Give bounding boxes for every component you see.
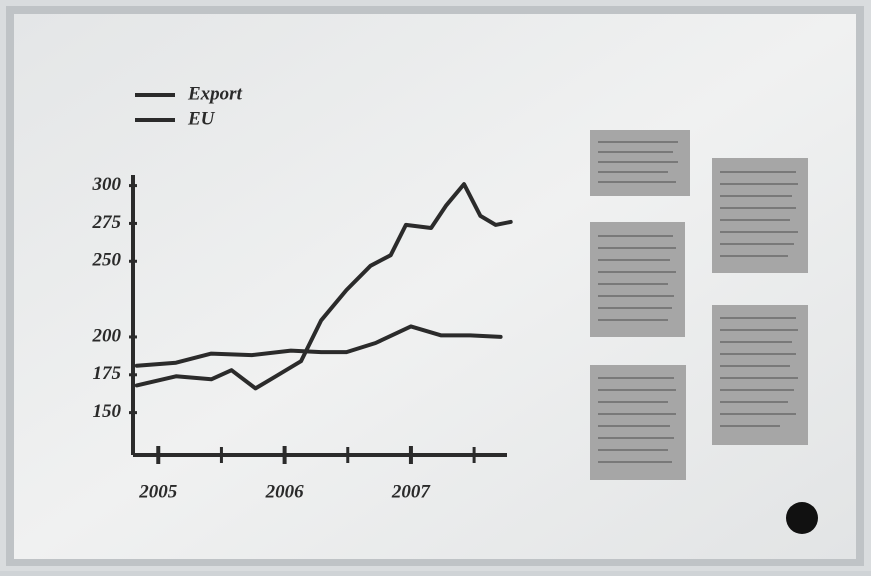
board-surface xyxy=(14,14,856,559)
series-line xyxy=(134,182,513,391)
y-tick-label: 150 xyxy=(93,401,122,422)
x-tick-label: 2006 xyxy=(265,481,305,502)
sticky-note xyxy=(712,305,808,445)
y-tick-label: 200 xyxy=(92,325,122,346)
magnet xyxy=(786,502,818,534)
legend: Export EU xyxy=(135,83,243,129)
sticky-scribbles xyxy=(598,141,798,463)
sticky-note xyxy=(712,158,808,273)
x-tick-label: 2005 xyxy=(138,481,178,502)
y-tick-label: 300 xyxy=(92,174,122,195)
sticky-notes xyxy=(590,130,808,480)
sticky-note xyxy=(590,222,685,337)
illegible-text xyxy=(598,141,798,463)
y-tick-label: 175 xyxy=(93,363,122,384)
y-tick-label: 275 xyxy=(92,212,122,233)
y-tick-label: 250 xyxy=(92,250,122,271)
sticky-note xyxy=(590,130,690,196)
legend-label: Export xyxy=(187,83,243,104)
legend-label: EU xyxy=(187,108,216,129)
sticky-note xyxy=(590,365,686,480)
x-tick-label: 2007 xyxy=(391,481,432,502)
series-line xyxy=(134,324,503,368)
